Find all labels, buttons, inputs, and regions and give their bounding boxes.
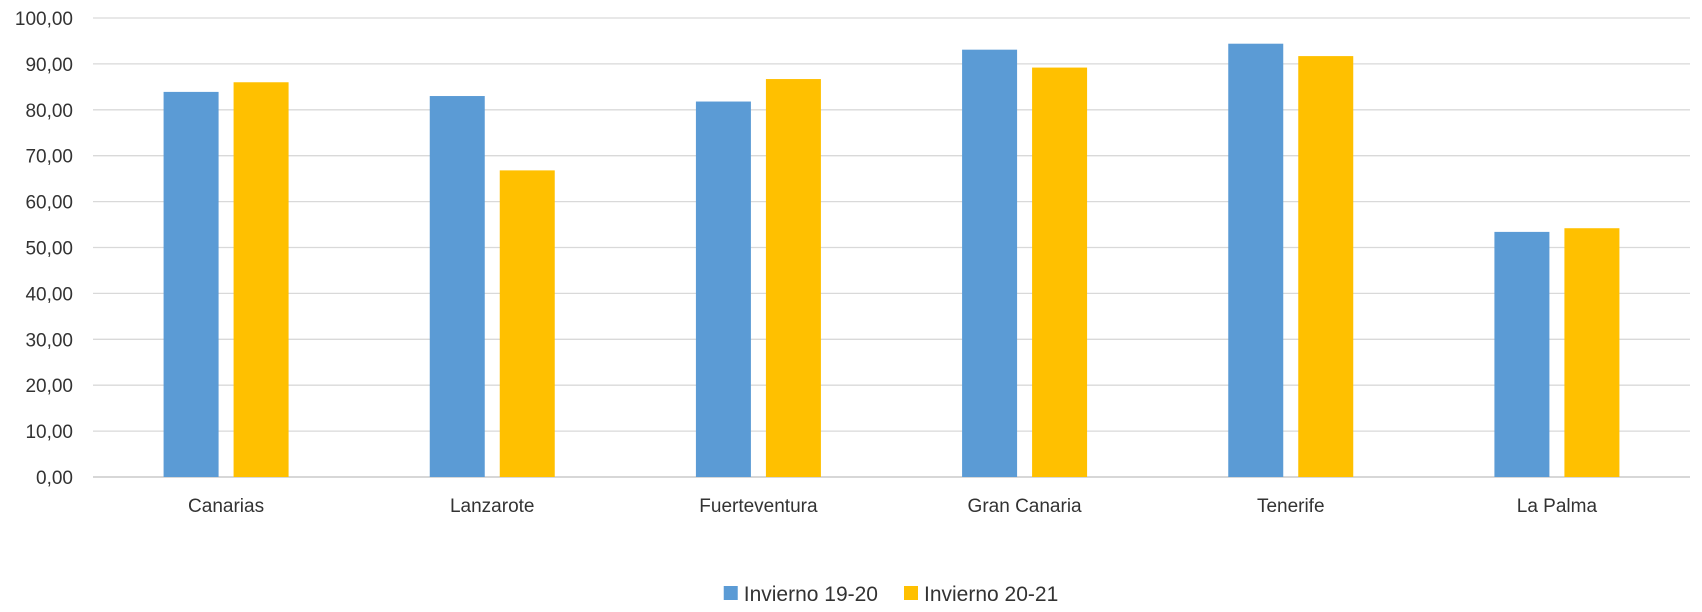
x-category-label: Tenerife [1257, 496, 1325, 517]
bar-invierno-19-20-lanzarote [429, 96, 485, 477]
x-category-label: Canarias [188, 496, 264, 517]
y-tick-label: 0,00 [36, 468, 73, 489]
bar-invierno-19-20-gran-canaria [962, 49, 1018, 478]
gridlines [93, 17, 1690, 478]
y-tick-label: 60,00 [25, 193, 73, 214]
y-tick-label: 40,00 [25, 284, 73, 305]
y-tick-label: 90,00 [25, 55, 73, 76]
bar-invierno-20-21-tenerife [1298, 56, 1354, 478]
x-category-label: La Palma [1517, 496, 1598, 517]
y-tick-label: 70,00 [25, 147, 73, 168]
legend: Invierno 19-20 Invierno 20-21 [723, 583, 1058, 606]
bar-invierno-19-20-tenerife [1228, 43, 1284, 477]
x-category-label: Lanzarote [450, 496, 535, 517]
bar-invierno-20-21-lanzarote [499, 170, 555, 477]
bar-invierno-19-20-la-palma [1494, 231, 1550, 477]
bar-invierno-20-21-canarias [233, 82, 289, 477]
x-category-label: Fuerteventura [699, 496, 818, 517]
y-tick-label: 30,00 [25, 330, 73, 351]
x-category-label: Gran Canaria [968, 496, 1082, 517]
legend-label: Invierno 20-21 [924, 583, 1058, 606]
y-tick-label: 50,00 [25, 239, 73, 260]
y-tick-label: 100,00 [15, 9, 73, 30]
legend-swatch [723, 586, 738, 600]
bar-invierno-20-21-fuerteventura [765, 79, 821, 477]
bar-invierno-19-20-canarias [163, 91, 219, 478]
bar-invierno-19-20-fuerteventura [695, 101, 751, 478]
legend-swatch [904, 586, 918, 600]
bar-invierno-20-21-gran-canaria [1032, 67, 1088, 478]
y-tick-label: 80,00 [25, 101, 73, 122]
bars [163, 43, 1620, 478]
x-axis: Canarias Lanzarote Fuerteventura Gran Canar… [188, 496, 1597, 517]
legend-label: Invierno 19-20 [744, 583, 878, 606]
y-axis: 0,00 10,00 20,00 30,00 40,00 50,00 60,00 70,00 8… [15, 9, 73, 489]
y-tick-label: 10,00 [25, 422, 73, 443]
y-tick-label: 20,00 [25, 376, 73, 397]
bar-invierno-20-21-la-palma [1564, 228, 1620, 477]
